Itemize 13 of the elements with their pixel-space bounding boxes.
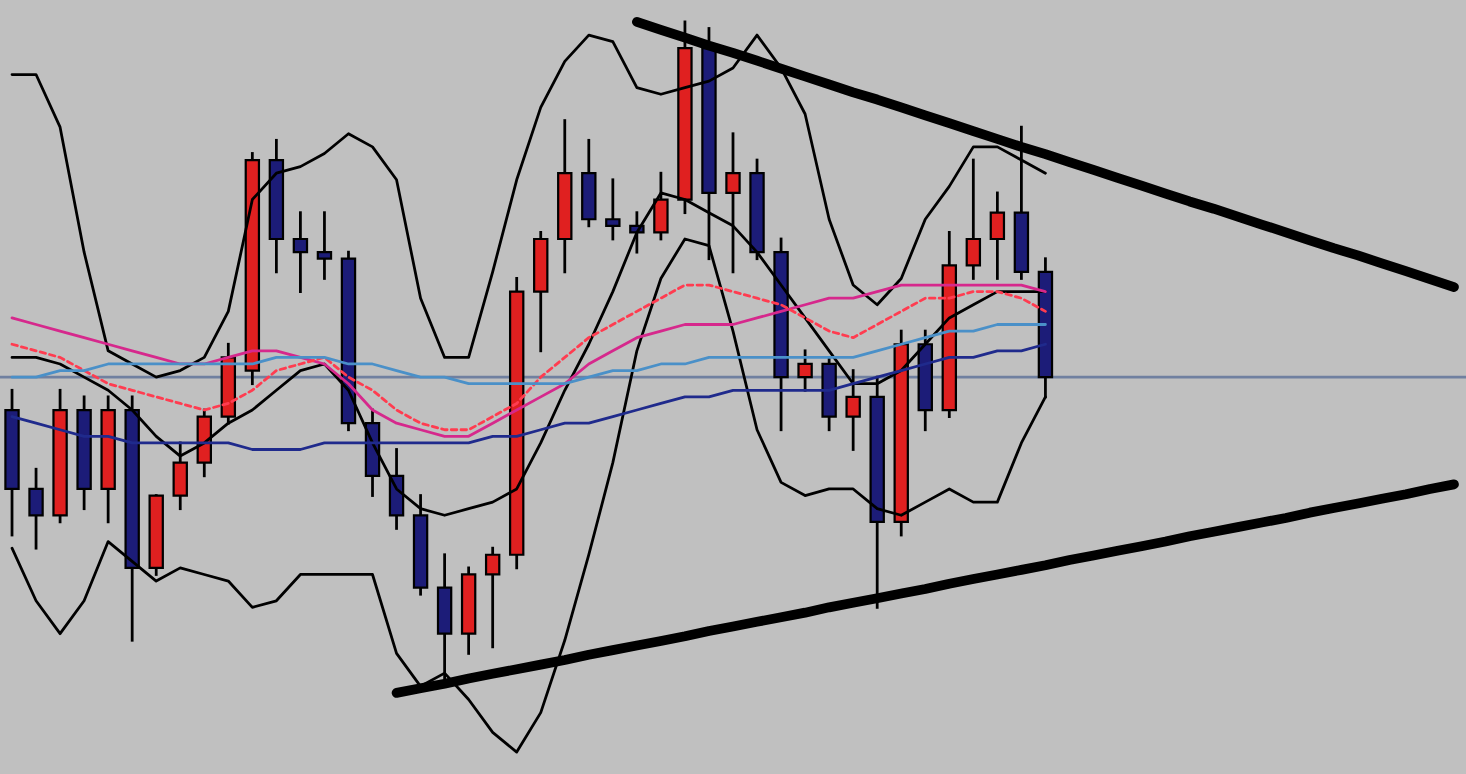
candlestick	[196, 408, 212, 478]
candlestick	[797, 349, 813, 392]
candlestick	[316, 211, 333, 280]
candlestick	[605, 178, 621, 241]
candlestick	[28, 467, 44, 550]
candlestick	[965, 158, 982, 280]
candlestick	[484, 546, 501, 649]
candlestick	[845, 369, 861, 451]
candlestick	[989, 191, 1006, 280]
candlestick	[436, 553, 453, 682]
candlestick	[172, 441, 188, 511]
candlestick	[292, 211, 309, 293]
candlestick	[581, 138, 597, 228]
